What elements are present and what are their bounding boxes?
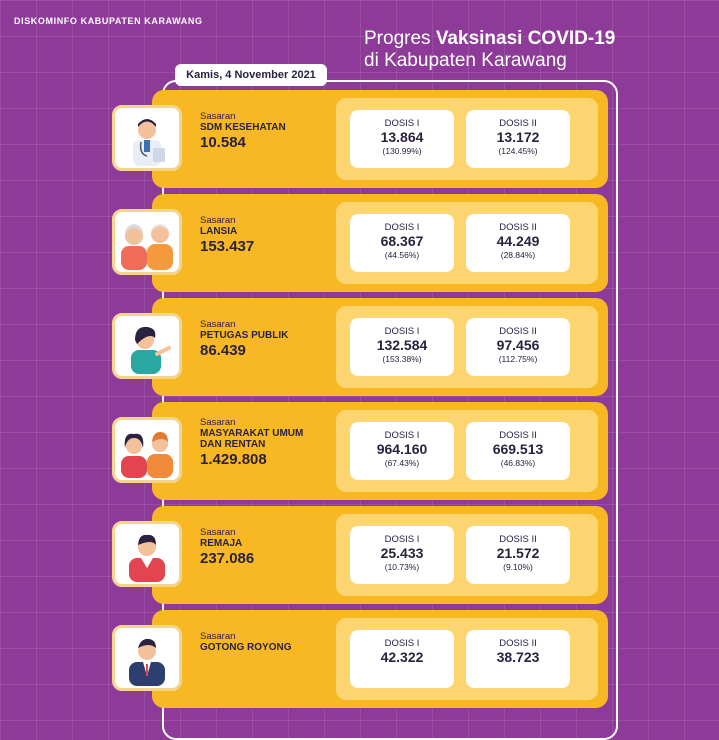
page-title: Progres Vaksinasi COVID-19 di Kabupaten … bbox=[364, 28, 615, 72]
dose1-percent: (67.43%) bbox=[384, 458, 420, 468]
dose1-label: DOSIS I bbox=[384, 222, 420, 233]
target-info: Sasaran GOTONG ROYONG bbox=[200, 631, 292, 654]
dose2-label: DOSIS II bbox=[499, 638, 537, 649]
target-label: Sasaran bbox=[200, 215, 236, 226]
target-category: PETUGAS PUBLIK bbox=[200, 330, 289, 341]
dose1-value: 13.864 bbox=[380, 129, 424, 145]
dose1-label: DOSIS I bbox=[384, 118, 420, 129]
dose2-label: DOSIS II bbox=[499, 430, 537, 441]
dose1-card: DOSIS I 132.584 (153.38%) bbox=[350, 318, 454, 376]
title-bold: Vaksinasi COVID-19 bbox=[435, 28, 616, 49]
dose2-label: DOSIS II bbox=[499, 222, 537, 233]
target-value: 86.439 bbox=[200, 342, 246, 359]
dose2-card: DOSIS II 669.513 (46.83%) bbox=[466, 422, 570, 480]
public-officer-icon bbox=[112, 313, 182, 379]
dose2-percent: (28.84%) bbox=[500, 250, 536, 260]
dose2-value: 13.172 bbox=[496, 129, 540, 145]
dose2-value: 97.456 bbox=[496, 337, 540, 353]
target-category: LANSIA bbox=[200, 226, 238, 237]
target-value: 10.584 bbox=[200, 134, 246, 151]
dose1-value: 42.322 bbox=[380, 649, 424, 665]
dose2-percent: (9.10%) bbox=[503, 562, 533, 572]
teenager-icon bbox=[112, 521, 182, 587]
dose2-card: DOSIS II 13.172 (124.45%) bbox=[466, 110, 570, 168]
dose1-card: DOSIS I 25.433 (10.73%) bbox=[350, 526, 454, 584]
businessman-icon bbox=[112, 625, 182, 691]
dose2-value: 44.249 bbox=[496, 233, 540, 249]
dose2-value: 21.572 bbox=[496, 545, 540, 561]
dose2-percent: (112.75%) bbox=[498, 354, 538, 364]
target-info: Sasaran REMAJA 237.086 bbox=[200, 527, 255, 568]
doctor-icon bbox=[112, 105, 182, 171]
row-masyarakat-umum: Sasaran MASYARAKAT UMUM DAN RENTAN 1.429… bbox=[112, 402, 608, 500]
dose2-card: DOSIS II 38.723 bbox=[466, 630, 570, 688]
dose1-card: DOSIS I 964.160 (67.43%) bbox=[350, 422, 454, 480]
target-label: Sasaran bbox=[200, 631, 236, 642]
dose1-value: 964.160 bbox=[376, 441, 428, 457]
dose1-card: DOSIS I 13.864 (130.99%) bbox=[350, 110, 454, 168]
target-value: 1.429.808 bbox=[200, 451, 267, 468]
dose1-percent: (153.38%) bbox=[382, 354, 422, 364]
dose2-label: DOSIS II bbox=[499, 118, 537, 129]
target-category: GOTONG ROYONG bbox=[200, 642, 292, 653]
title-prefix: Progres bbox=[364, 28, 436, 49]
dose1-value: 68.367 bbox=[380, 233, 424, 249]
row-gotong-royong: Sasaran GOTONG ROYONG DOSIS I 42.322 DOS… bbox=[112, 610, 608, 708]
target-value: 153.437 bbox=[200, 238, 255, 255]
title-line2: di Kabupaten Karawang bbox=[364, 50, 567, 71]
dose1-value: 25.433 bbox=[380, 545, 424, 561]
dose2-percent: (124.45%) bbox=[498, 146, 538, 156]
dose1-label: DOSIS I bbox=[384, 430, 420, 441]
dose1-percent: (130.99%) bbox=[382, 146, 422, 156]
target-info: Sasaran LANSIA 153.437 bbox=[200, 215, 255, 256]
dose1-label: DOSIS I bbox=[384, 534, 420, 545]
dose2-card: DOSIS II 44.249 (28.84%) bbox=[466, 214, 570, 272]
target-value: 237.086 bbox=[200, 550, 255, 567]
dose1-label: DOSIS I bbox=[384, 638, 420, 649]
dose1-card: DOSIS I 42.322 bbox=[350, 630, 454, 688]
dose2-card: DOSIS II 97.456 (112.75%) bbox=[466, 318, 570, 376]
row-lansia: Sasaran LANSIA 153.437 DOSIS I 68.367 (4… bbox=[112, 194, 608, 292]
dose1-percent: (10.73%) bbox=[384, 562, 420, 572]
target-label: Sasaran bbox=[200, 111, 236, 122]
target-label: Sasaran bbox=[200, 319, 236, 330]
dose2-label: DOSIS II bbox=[499, 534, 537, 545]
target-info: Sasaran PETUGAS PUBLIK 86.439 bbox=[200, 319, 289, 360]
target-info: Sasaran MASYARAKAT UMUM DAN RENTAN 1.429… bbox=[200, 417, 304, 469]
dose1-label: DOSIS I bbox=[384, 326, 420, 337]
target-category-line2: DAN RENTAN bbox=[200, 439, 266, 450]
target-info: Sasaran SDM KESEHATAN 10.584 bbox=[200, 111, 286, 152]
dose1-value: 132.584 bbox=[376, 337, 428, 353]
org-name: DISKOMINFO KABUPATEN KARAWANG bbox=[14, 16, 203, 26]
dose2-card: DOSIS II 21.572 (9.10%) bbox=[466, 526, 570, 584]
dose2-label: DOSIS II bbox=[499, 326, 537, 337]
row-sdm-kesehatan: Sasaran SDM KESEHATAN 10.584 DOSIS I 13.… bbox=[112, 90, 608, 188]
dose1-percent: (44.56%) bbox=[384, 250, 420, 260]
target-label: Sasaran bbox=[200, 417, 236, 428]
row-remaja: Sasaran REMAJA 237.086 DOSIS I 25.433 (1… bbox=[112, 506, 608, 604]
date-badge: Kamis, 4 November 2021 bbox=[175, 64, 327, 86]
dose2-value: 669.513 bbox=[492, 441, 544, 457]
target-category: MASYARAKAT UMUM bbox=[200, 428, 304, 439]
target-category: SDM KESEHATAN bbox=[200, 122, 286, 133]
dose1-card: DOSIS I 68.367 (44.56%) bbox=[350, 214, 454, 272]
target-label: Sasaran bbox=[200, 527, 236, 538]
general-public-icon bbox=[112, 417, 182, 483]
row-petugas-publik: Sasaran PETUGAS PUBLIK 86.439 DOSIS I 13… bbox=[112, 298, 608, 396]
dose2-percent: (46.83%) bbox=[500, 458, 536, 468]
elderly-couple-icon bbox=[112, 209, 182, 275]
dose2-value: 38.723 bbox=[496, 649, 540, 665]
target-category: REMAJA bbox=[200, 538, 243, 549]
